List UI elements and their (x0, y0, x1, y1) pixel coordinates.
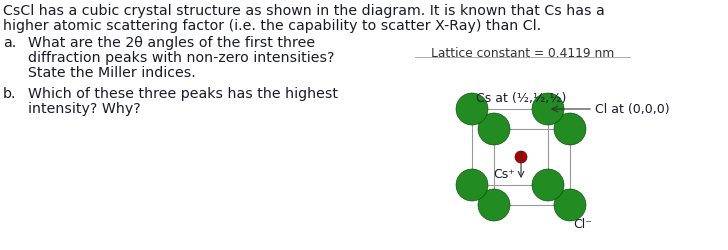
Text: diffraction peaks with non-zero intensities?: diffraction peaks with non-zero intensit… (28, 51, 334, 65)
Circle shape (478, 189, 510, 221)
Circle shape (532, 169, 564, 201)
Text: Lattice constant = 0.4119 nm: Lattice constant = 0.4119 nm (432, 47, 614, 60)
Text: State the Miller indices.: State the Miller indices. (28, 66, 196, 80)
Circle shape (478, 114, 510, 146)
Text: higher atomic scattering factor (i.e. the capability to scatter X-Ray) than Cl.: higher atomic scattering factor (i.e. th… (3, 19, 541, 33)
Text: Which of these three peaks has the highest: Which of these three peaks has the highe… (28, 87, 338, 101)
Circle shape (456, 94, 488, 126)
Text: CsCl has a cubic crystal structure as shown in the diagram. It is known that Cs : CsCl has a cubic crystal structure as sh… (3, 4, 605, 18)
Text: Cs at (½,½,½): Cs at (½,½,½) (476, 92, 566, 104)
Text: Cl at (0,0,0): Cl at (0,0,0) (595, 103, 670, 116)
Circle shape (554, 189, 586, 221)
Circle shape (532, 94, 564, 126)
Circle shape (554, 114, 586, 146)
Circle shape (515, 152, 527, 163)
Text: b.: b. (3, 87, 17, 101)
Circle shape (456, 169, 488, 201)
Text: intensity? Why?: intensity? Why? (28, 102, 141, 116)
Text: Cs⁺: Cs⁺ (493, 167, 515, 180)
Text: Cl⁻: Cl⁻ (573, 217, 592, 230)
Text: a.: a. (3, 36, 16, 50)
Text: What are the 2θ angles of the first three: What are the 2θ angles of the first thre… (28, 36, 315, 50)
